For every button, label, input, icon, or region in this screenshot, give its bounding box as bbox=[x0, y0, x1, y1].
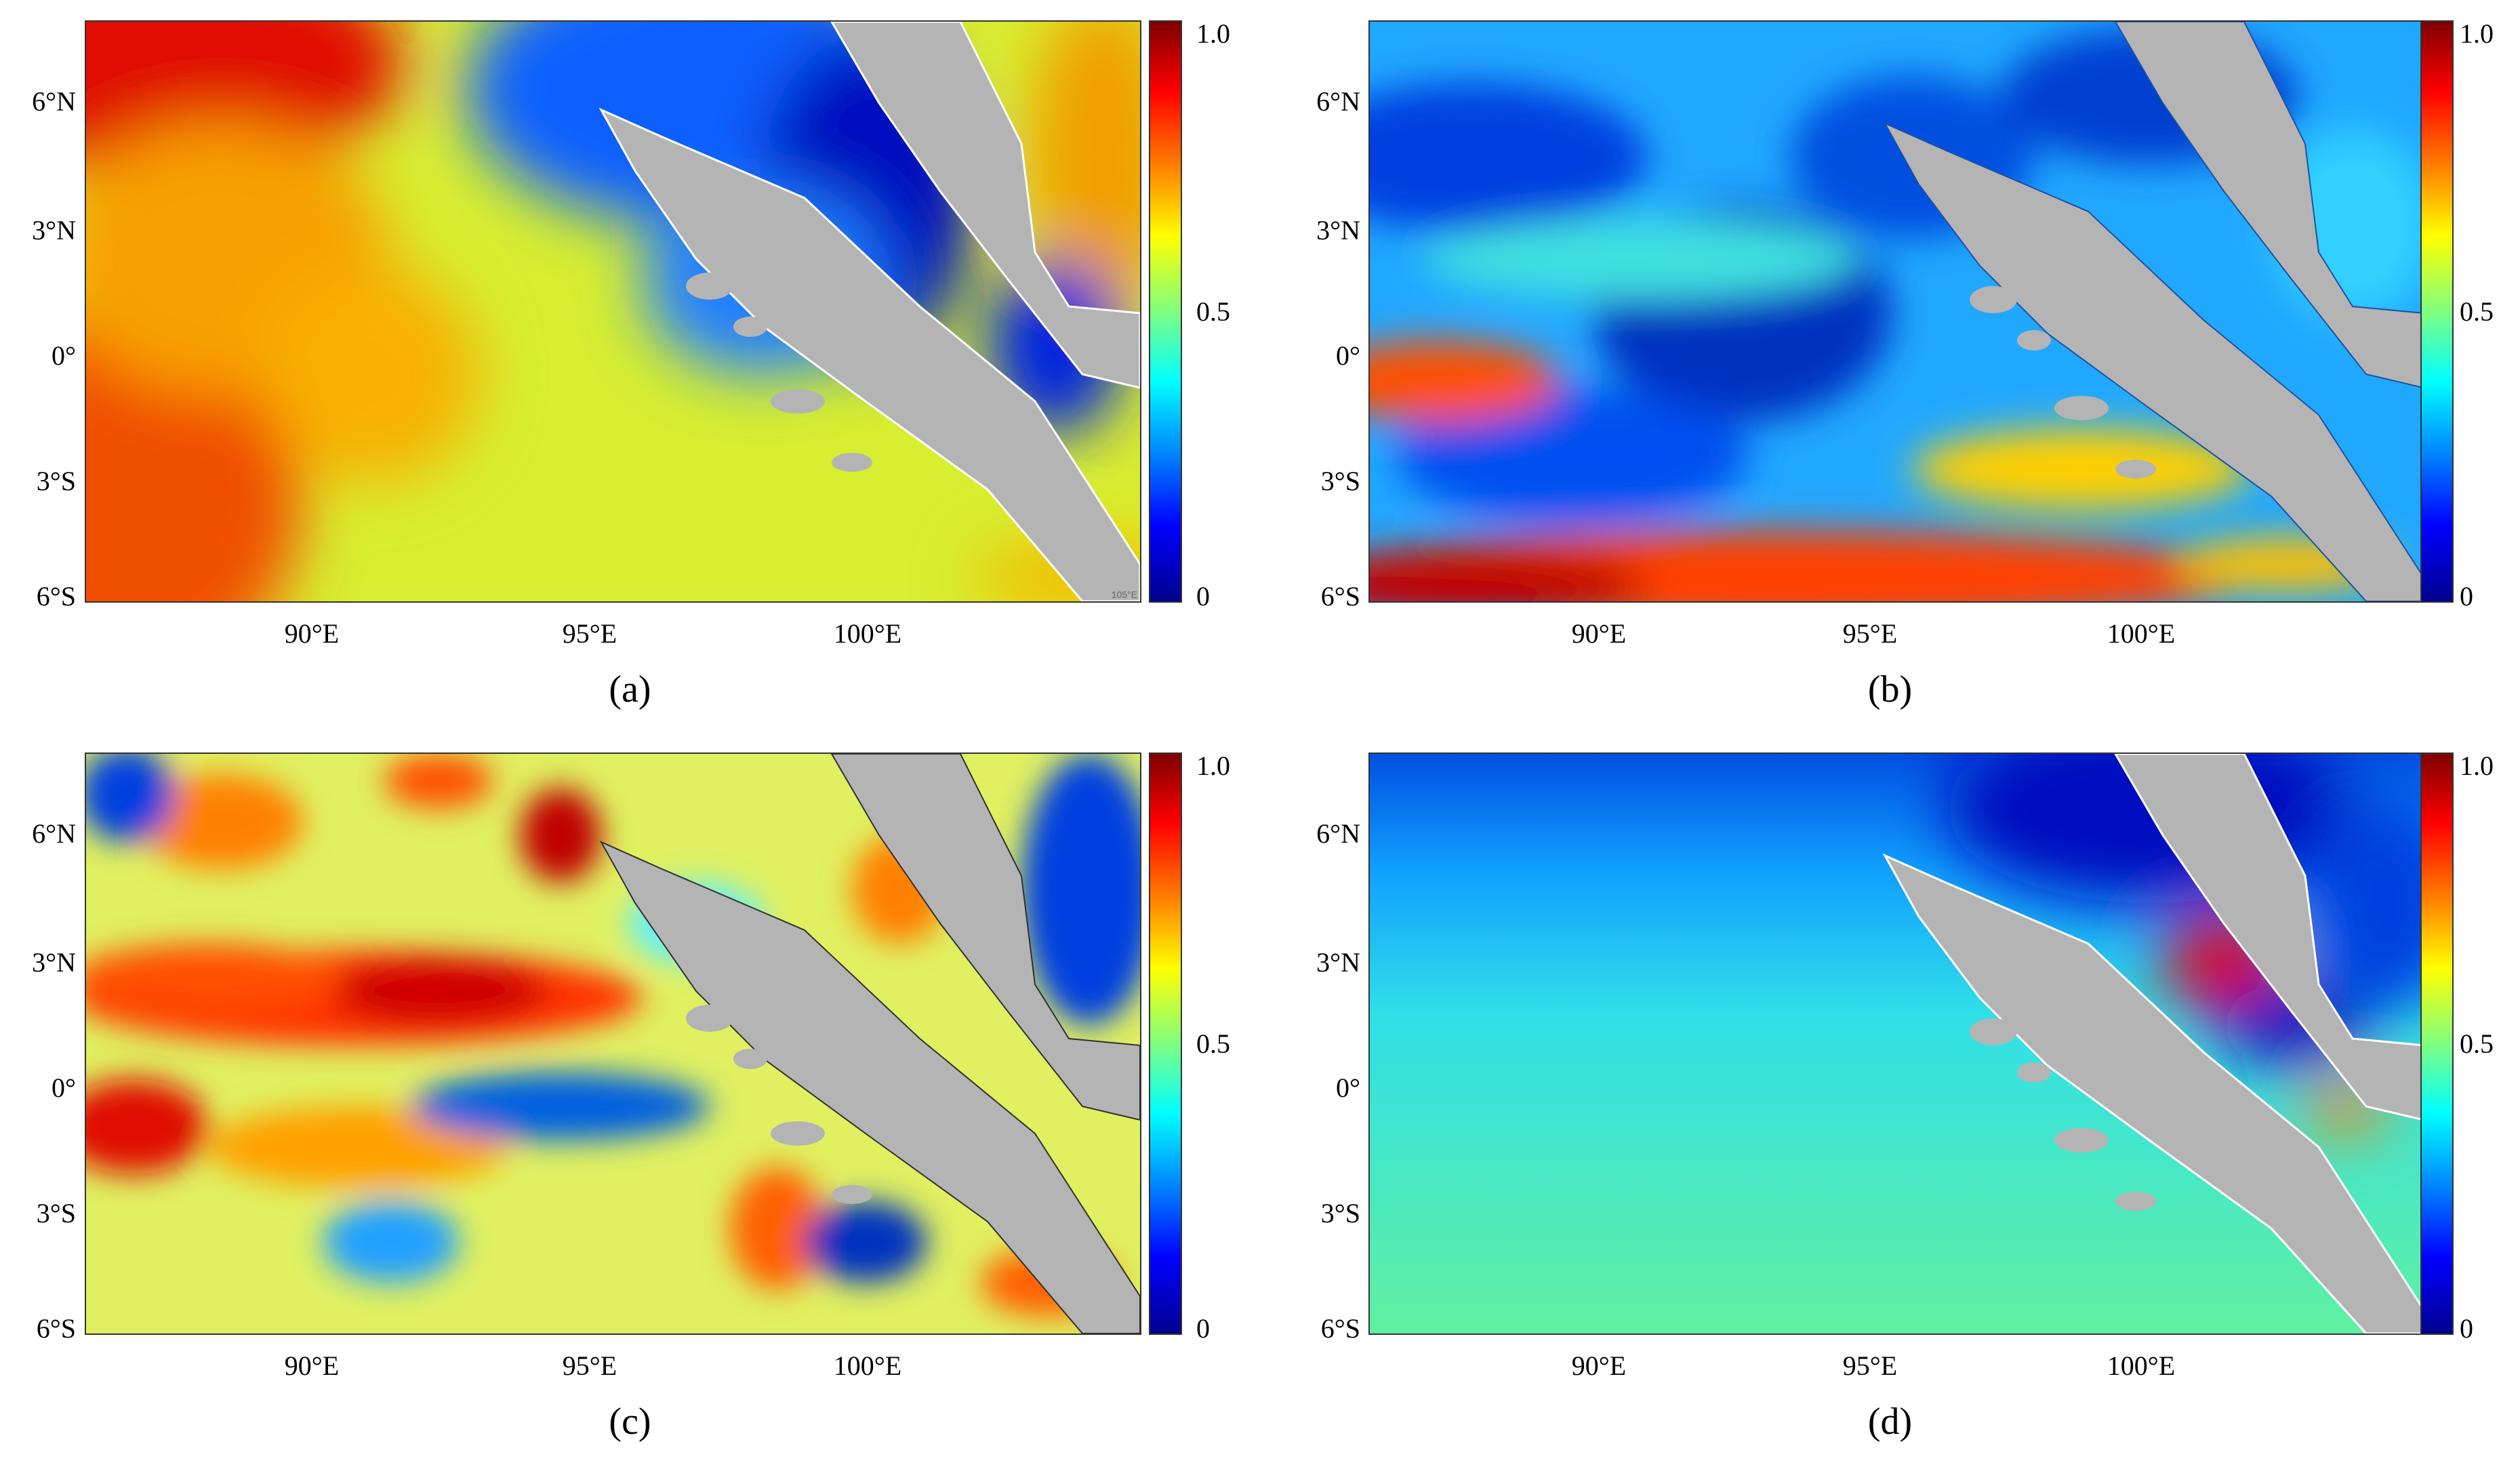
lat-label: 6°S bbox=[36, 1313, 76, 1344]
panel-b: 6°N 3°N 0° 3°S 6°S 90°E 95°E 100°E 1.0 0… bbox=[1260, 0, 2520, 732]
lat-label: 3°S bbox=[1320, 466, 1360, 496]
lat-label: 6°S bbox=[36, 581, 76, 611]
heatmap-b bbox=[1370, 22, 2424, 601]
island bbox=[733, 1049, 767, 1069]
island bbox=[2054, 396, 2109, 420]
lat-label: 3°S bbox=[36, 1198, 76, 1228]
colorbar bbox=[2420, 20, 2454, 603]
colorbar-tick: 0 bbox=[2460, 1313, 2473, 1344]
lon-label: 100°E bbox=[833, 618, 902, 649]
island bbox=[771, 1121, 825, 1146]
lat-label: 3°N bbox=[32, 947, 76, 978]
island bbox=[733, 317, 767, 337]
map-a: 105°E bbox=[85, 20, 1141, 603]
lon-label: 95°E bbox=[1842, 618, 1898, 649]
island bbox=[2115, 460, 2156, 479]
landmass-malay bbox=[830, 754, 1140, 1121]
lat-label: 0° bbox=[52, 1072, 76, 1103]
lon-label: 95°E bbox=[562, 618, 617, 649]
lat-label: 6°N bbox=[32, 86, 76, 117]
landmass-malay bbox=[2114, 22, 2424, 389]
lat-label: 6°N bbox=[1316, 818, 1360, 849]
landmass-malay bbox=[830, 22, 1140, 389]
landmass-sumatra bbox=[599, 840, 1140, 1333]
map-d bbox=[1368, 752, 2425, 1335]
colorbar-tick: 1.0 bbox=[1196, 18, 1230, 49]
landmass-sumatra bbox=[598, 107, 1140, 601]
panel-caption: (c) bbox=[609, 1401, 651, 1443]
lon-label: 95°E bbox=[1842, 1350, 1898, 1381]
colorbar-tick: 0 bbox=[1196, 581, 1210, 611]
map-b bbox=[1368, 20, 2425, 603]
panel-c: 6°N 3°N 0° 3°S 6°S 90°E 95°E 100°E 1.0 0… bbox=[0, 732, 1260, 1464]
panel-d: 6°N 3°N 0° 3°S 6°S 90°E 95°E 100°E 1.0 0… bbox=[1260, 732, 2520, 1464]
landmass-sumatra bbox=[1882, 853, 2424, 1333]
lon-label: 95°E bbox=[562, 1350, 617, 1381]
island bbox=[1970, 286, 2017, 313]
panel-caption: (b) bbox=[1867, 668, 1913, 710]
lat-label: 3°N bbox=[1316, 947, 1360, 978]
lon-label: 100°E bbox=[833, 1350, 902, 1381]
island bbox=[1970, 1018, 2017, 1045]
island bbox=[832, 1185, 872, 1204]
lat-label: 0° bbox=[1336, 1072, 1360, 1103]
lat-label: 3°S bbox=[1320, 1198, 1360, 1228]
lat-label: 3°S bbox=[36, 466, 76, 496]
colorbar bbox=[1149, 752, 1182, 1335]
lat-label: 6°N bbox=[1316, 86, 1360, 117]
island bbox=[832, 453, 872, 472]
lat-label: 3°N bbox=[32, 215, 76, 245]
panel-caption: (a) bbox=[609, 668, 651, 710]
island bbox=[2017, 330, 2051, 350]
lat-label: 0° bbox=[1336, 340, 1360, 371]
heatmap-d bbox=[1370, 754, 2424, 1333]
heatmap-c bbox=[86, 754, 1140, 1333]
lat-label: 6°S bbox=[1320, 581, 1360, 611]
colorbar-tick: 0.5 bbox=[1196, 296, 1230, 327]
colorbar-tick: 0.5 bbox=[2460, 296, 2494, 327]
lon-label: 100°E bbox=[2107, 1350, 2176, 1381]
colorbar bbox=[2420, 752, 2454, 1335]
colorbar bbox=[1149, 20, 1182, 603]
lat-label: 6°S bbox=[1320, 1313, 1360, 1344]
lon-label: 90°E bbox=[284, 1350, 340, 1381]
colorbar-tick: 1.0 bbox=[2460, 18, 2494, 49]
colorbar-tick: 0 bbox=[1196, 1313, 1210, 1344]
island bbox=[686, 273, 733, 300]
island bbox=[771, 389, 825, 414]
lon-label: 90°E bbox=[284, 618, 340, 649]
map-credit: 105°E bbox=[1111, 589, 1137, 600]
island bbox=[2017, 1062, 2051, 1083]
heatmap-a bbox=[86, 22, 1140, 601]
colorbar-tick: 0.5 bbox=[2460, 1028, 2494, 1059]
island bbox=[2115, 1192, 2156, 1211]
panel-a: 105°E 6°N 3°N 0° 3°S 6°S 90°E 95°E 100°E… bbox=[0, 0, 1260, 732]
lon-label: 90°E bbox=[1571, 618, 1627, 649]
panel-caption: (d) bbox=[1867, 1401, 1913, 1443]
lat-label: 0° bbox=[52, 340, 76, 371]
island bbox=[2054, 1128, 2109, 1152]
colorbar-tick: 0.5 bbox=[1196, 1028, 1230, 1059]
landmass-sumatra bbox=[1883, 121, 2424, 601]
lon-label: 90°E bbox=[1571, 1350, 1627, 1381]
map-c bbox=[85, 752, 1141, 1335]
lon-label: 100°E bbox=[2107, 618, 2176, 649]
landmass-malay bbox=[2114, 754, 2424, 1121]
island bbox=[686, 1005, 733, 1032]
lat-label: 3°N bbox=[1316, 215, 1360, 245]
colorbar-tick: 0 bbox=[2460, 581, 2473, 611]
colorbar-tick: 1.0 bbox=[1196, 750, 1230, 781]
lat-label: 6°N bbox=[32, 818, 76, 849]
colorbar-tick: 1.0 bbox=[2460, 750, 2494, 781]
